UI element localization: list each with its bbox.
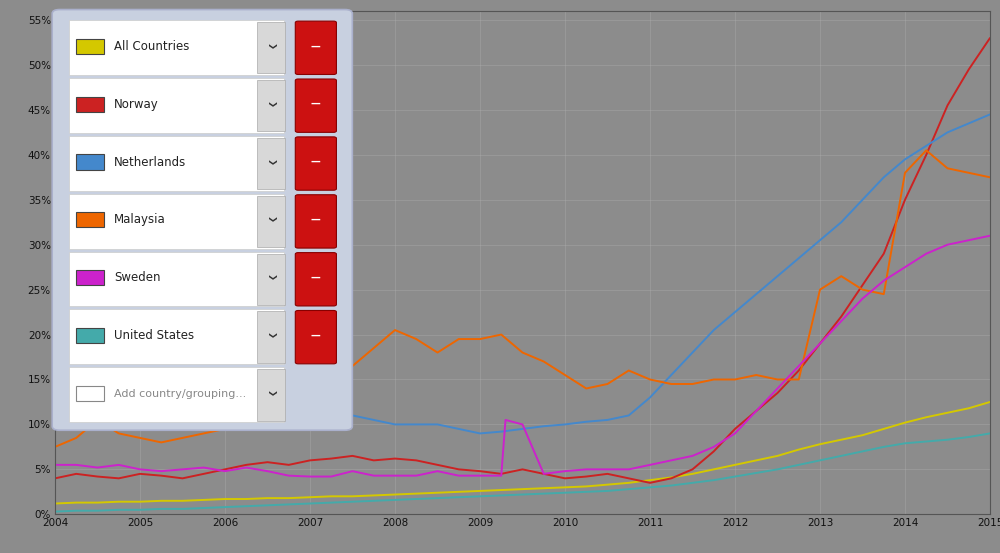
- Text: Add country/grouping...: Add country/grouping...: [114, 389, 246, 399]
- FancyBboxPatch shape: [69, 20, 284, 75]
- FancyBboxPatch shape: [257, 22, 285, 74]
- Text: Malaysia: Malaysia: [114, 213, 166, 226]
- FancyBboxPatch shape: [295, 195, 336, 248]
- FancyBboxPatch shape: [76, 97, 104, 112]
- Text: All Countries: All Countries: [114, 40, 189, 53]
- FancyBboxPatch shape: [257, 311, 285, 363]
- FancyBboxPatch shape: [69, 194, 284, 249]
- Text: —: —: [311, 273, 321, 283]
- Text: Norway: Norway: [114, 98, 159, 111]
- FancyBboxPatch shape: [257, 369, 285, 421]
- FancyBboxPatch shape: [69, 78, 284, 133]
- FancyBboxPatch shape: [257, 138, 285, 189]
- FancyBboxPatch shape: [76, 386, 104, 401]
- Text: ❯: ❯: [266, 332, 275, 339]
- FancyBboxPatch shape: [52, 9, 352, 430]
- FancyBboxPatch shape: [76, 270, 104, 285]
- FancyBboxPatch shape: [76, 328, 104, 343]
- FancyBboxPatch shape: [69, 136, 284, 191]
- Text: Sweden: Sweden: [114, 272, 160, 284]
- Text: —: —: [311, 99, 321, 109]
- Text: ❯: ❯: [266, 159, 275, 165]
- Text: —: —: [311, 331, 321, 341]
- Text: ❯: ❯: [266, 216, 275, 223]
- FancyBboxPatch shape: [257, 80, 285, 131]
- FancyBboxPatch shape: [295, 21, 336, 75]
- FancyBboxPatch shape: [69, 310, 284, 364]
- Text: —: —: [311, 157, 321, 167]
- Text: ❯: ❯: [266, 390, 275, 397]
- Text: ❯: ❯: [266, 101, 275, 108]
- FancyBboxPatch shape: [257, 254, 285, 305]
- Text: United States: United States: [114, 329, 194, 342]
- FancyBboxPatch shape: [295, 79, 336, 132]
- Text: ❯: ❯: [266, 43, 275, 50]
- FancyBboxPatch shape: [76, 154, 104, 170]
- FancyBboxPatch shape: [295, 137, 336, 190]
- Text: —: —: [311, 41, 321, 51]
- FancyBboxPatch shape: [76, 212, 104, 227]
- Text: Netherlands: Netherlands: [114, 155, 186, 169]
- FancyBboxPatch shape: [295, 310, 336, 364]
- Text: ❯: ❯: [266, 274, 275, 281]
- FancyBboxPatch shape: [295, 253, 336, 306]
- FancyBboxPatch shape: [257, 196, 285, 247]
- FancyBboxPatch shape: [69, 367, 284, 422]
- FancyBboxPatch shape: [76, 39, 104, 54]
- Text: —: —: [311, 215, 321, 225]
- FancyBboxPatch shape: [69, 252, 284, 306]
